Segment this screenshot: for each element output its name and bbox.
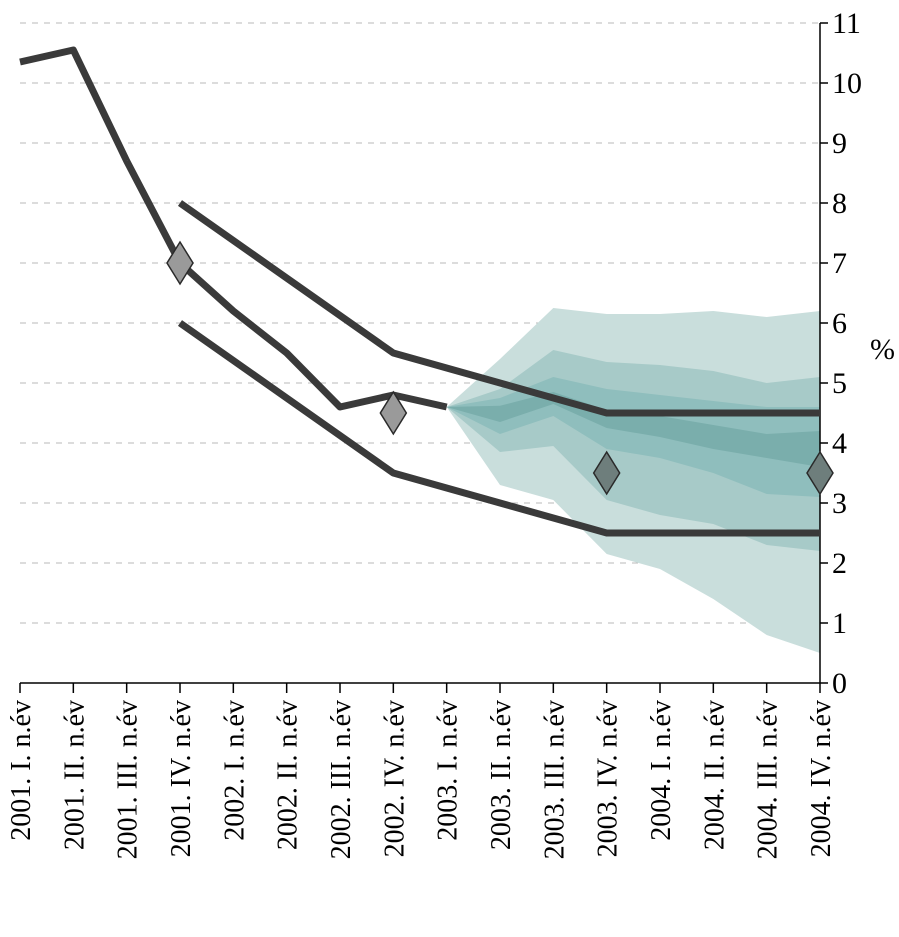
y-axis-unit: % [870,333,895,366]
x-tick-label: 2004. I. n.év [646,700,677,841]
series-line-2 [177,200,820,417]
y-tick-label: 3 [832,487,847,520]
diamond-marker [379,390,408,436]
x-tick-label: 2002. II. n.év [273,700,304,850]
x-tick-label: 2002. IV. n.év [379,700,410,857]
diamond-marker [592,450,621,496]
x-tick-label: 2004. II. n.év [699,700,730,850]
x-tick-label: 2001. III. n.év [113,700,144,859]
y-tick-label: 5 [832,367,847,400]
series-lines [19,46,820,537]
series-line-1 [19,46,448,411]
x-tick-label: 2001. I. n.év [6,700,37,841]
y-tick-label: 2 [832,547,847,580]
labels: 0 1 2 3 4 5 6 7 8 9 10 11 2001. I. n.év 2001. II. n.é… [6,7,862,859]
y-tick-label: 10 [832,67,862,100]
x-tick-label: 2001. IV. n.év [166,700,197,857]
y-tick-label: 0 [832,667,847,700]
y-tick-label: 1 [832,607,847,640]
x-tick-label: 2003. III. n.év [539,700,570,859]
x-tick-label: 2003. I. n.év [433,700,464,841]
fan-bands [446,308,820,653]
x-tick-label: 2004. IV. n.év [806,700,837,857]
y-tick-label: 6 [832,307,847,340]
fan-band-core [446,392,820,467]
x-tick-label: 2002. I. n.év [219,700,250,841]
diamond-marker [806,450,834,496]
y-tick-label: 8 [832,187,847,220]
x-tick-label: 2004. III. n.év [753,700,784,859]
x-tick-label: 2002. III. n.év [326,700,357,859]
markers [166,240,834,496]
y-tick-label: 4 [832,427,847,460]
y-tick-label: 9 [832,127,847,160]
diamond-marker [166,240,194,286]
axes [19,22,828,693]
series-line-3 [177,320,820,537]
y-tick-label: 7 [832,247,847,280]
y-tick-label: 11 [832,7,861,40]
grid-lines [20,22,820,624]
x-tick-label: 2003. II. n.év [486,700,517,850]
x-tick-label: 2003. IV. n.év [593,700,624,857]
x-tick-label: 2001. II. n.év [59,700,90,850]
